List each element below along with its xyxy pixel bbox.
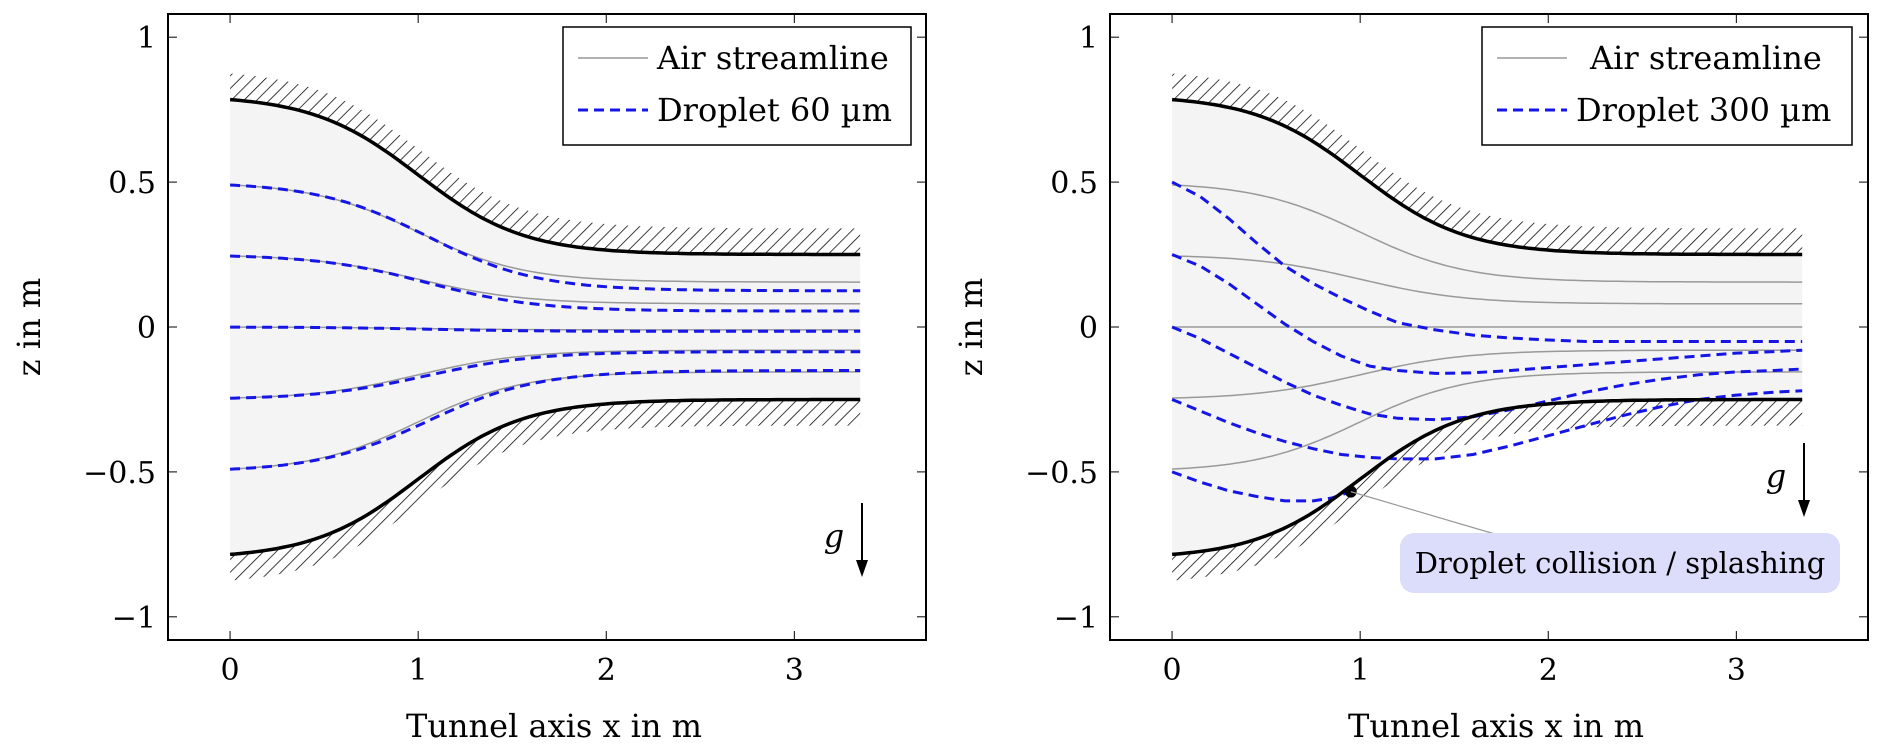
legend-label-droplet: Droplet 60 µm bbox=[657, 91, 892, 129]
y-tick-label: 1 bbox=[1079, 21, 1098, 56]
y-tick-label: 0.5 bbox=[108, 166, 156, 201]
x-tick-label: 0 bbox=[221, 653, 240, 688]
x-axis-label: Tunnel axis x in m bbox=[1348, 707, 1644, 745]
lower-wall-hatch bbox=[230, 399, 861, 581]
droplet-trajectory-7 bbox=[1171, 325, 1803, 422]
gravity-indicator: g bbox=[1766, 443, 1810, 517]
gravity-arrow-head bbox=[1798, 500, 1810, 517]
chart-panel-right: 0 1 2 3 −1 −0.5 0 0.5 1 Tunnel axis x in m z in… bbox=[952, 13, 1869, 745]
lower-wall-hatch bbox=[1172, 399, 1803, 581]
x-tick-label: 2 bbox=[597, 653, 616, 688]
upper-wall-line bbox=[229, 97, 861, 257]
x-tick-labels: 0 1 2 3 bbox=[221, 653, 804, 688]
y-tick-label: 0 bbox=[137, 311, 156, 346]
plot-lines bbox=[229, 97, 861, 557]
x-tick-label: 1 bbox=[1351, 653, 1370, 688]
air-streamline-1 bbox=[1172, 255, 1803, 305]
droplet-trajectory-9 bbox=[230, 369, 861, 471]
gravity-arrow-head bbox=[856, 560, 868, 577]
y-axis-label: z in m bbox=[10, 278, 48, 376]
x-tick-labels: 0 1 2 3 bbox=[1163, 653, 1746, 688]
legend: Air streamline Droplet 60 µm bbox=[562, 26, 912, 146]
upper-wall-hatch bbox=[230, 73, 861, 255]
droplet-trajectory-6 bbox=[230, 254, 861, 313]
x-axis-label: Tunnel axis x in m bbox=[406, 707, 702, 745]
legend-box bbox=[562, 26, 912, 146]
legend: Air streamline Droplet 300 µm bbox=[1481, 26, 1853, 146]
plot-lines bbox=[1171, 97, 1803, 557]
axis-ticks bbox=[1110, 14, 1868, 640]
gravity-indicator: g bbox=[824, 503, 868, 577]
upper-wall-line bbox=[1171, 97, 1803, 257]
droplet-trajectory-6 bbox=[1171, 253, 1803, 375]
y-axis-label: z in m bbox=[952, 278, 990, 376]
y-tick-label: 0 bbox=[1079, 311, 1098, 346]
x-tick-label: 3 bbox=[785, 653, 804, 688]
y-tick-label: −1 bbox=[112, 601, 156, 636]
axis-ticks bbox=[168, 14, 926, 640]
legend-label-air-streamline: Air streamline bbox=[656, 39, 889, 77]
y-tick-label: −0.5 bbox=[83, 456, 156, 491]
y-tick-label: −1 bbox=[1054, 601, 1098, 636]
air-streamline-4 bbox=[1172, 371, 1803, 470]
droplet-trajectory-5 bbox=[1171, 180, 1803, 343]
annotation-leader-line bbox=[1350, 491, 1506, 538]
air-streamline-0 bbox=[1172, 184, 1803, 283]
collision-annotation: Droplet collision / splashing bbox=[1350, 491, 1840, 593]
channel-interior bbox=[230, 99, 861, 555]
y-tick-label: 0.5 bbox=[1050, 166, 1098, 201]
droplet-trajectory-7 bbox=[230, 325, 861, 333]
y-tick-label: 1 bbox=[137, 21, 156, 56]
upper-wall-hatch bbox=[1172, 73, 1803, 255]
x-tick-label: 3 bbox=[1727, 653, 1746, 688]
y-tick-labels: −1 −0.5 0 0.5 1 bbox=[1025, 21, 1098, 636]
legend-label-air-streamline: Air streamline bbox=[1589, 39, 1822, 77]
droplet-trajectory-9 bbox=[1171, 470, 1352, 503]
gravity-label: g bbox=[1766, 457, 1786, 495]
lower-wall-line bbox=[1171, 397, 1803, 557]
legend-label-droplet: Droplet 300 µm bbox=[1576, 91, 1831, 129]
x-tick-label: 0 bbox=[1163, 653, 1182, 688]
annotation-box bbox=[1400, 533, 1840, 593]
lower-wall-line bbox=[229, 397, 861, 557]
air-streamline-0 bbox=[230, 184, 861, 283]
gravity-label: g bbox=[824, 517, 844, 555]
legend-box bbox=[1481, 26, 1853, 146]
x-tick-label: 2 bbox=[1539, 653, 1558, 688]
y-tick-labels: −1 −0.5 0 0.5 1 bbox=[83, 21, 156, 636]
wall-hatching bbox=[230, 73, 861, 581]
air-streamline-3 bbox=[1172, 349, 1803, 399]
annotation-text: Droplet collision / splashing bbox=[1415, 546, 1826, 580]
droplet-trajectory-8 bbox=[230, 350, 861, 400]
chart-panel-left: 0 1 2 3 −1 −0.5 0 0.5 1 Tunnel axis x in m z in… bbox=[10, 13, 927, 745]
y-tick-label: −0.5 bbox=[1025, 456, 1098, 491]
x-tick-label: 1 bbox=[409, 653, 428, 688]
